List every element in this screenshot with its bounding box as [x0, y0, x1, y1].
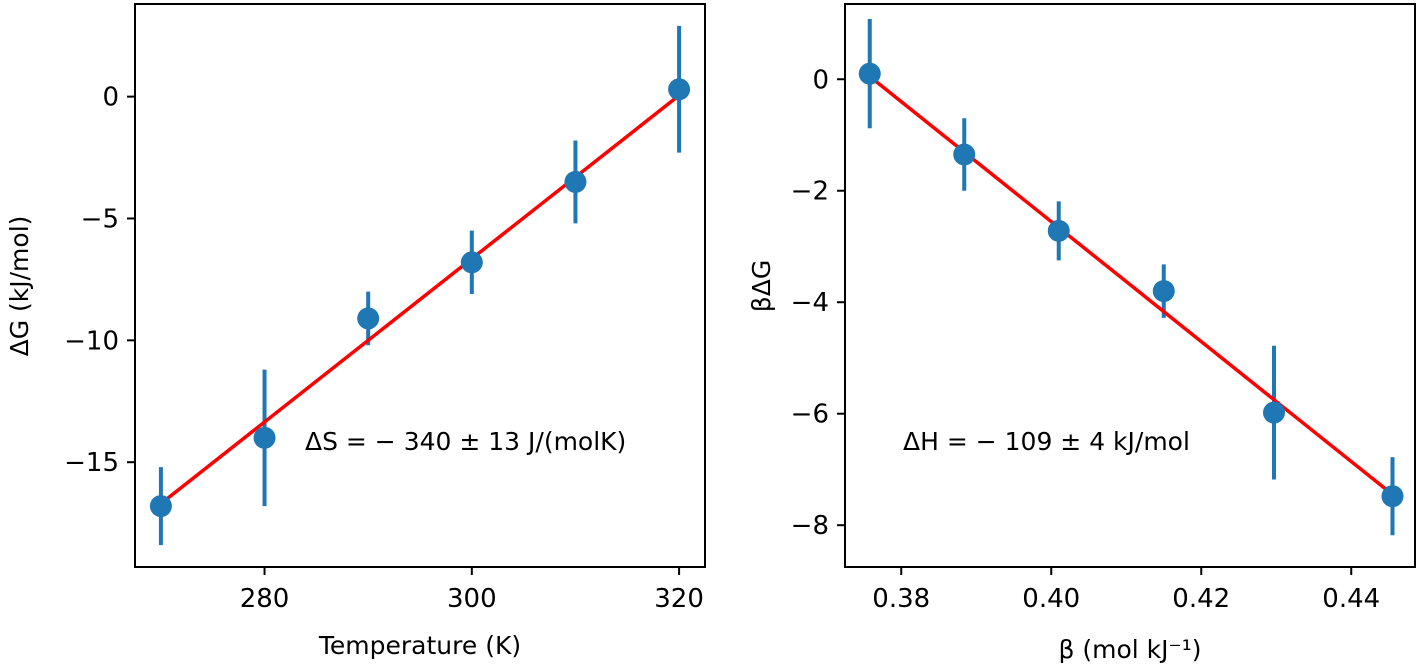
left-panel: 280 300 320 0 −5 −10 −15 ΔS = − 340 ± 13 J/(mo…: [5, 3, 706, 660]
right-data-point: [1263, 401, 1285, 424]
right-x-tick-label: 0.42: [1172, 584, 1230, 614]
left-data-point: [564, 170, 587, 193]
right-annotation-enthalpy: ΔH = − 109 ± 4 kJ/mol: [903, 427, 1190, 456]
left-data-point: [149, 495, 172, 518]
left-axes-frame: [134, 3, 706, 568]
right-x-tick-label: 0.38: [872, 584, 930, 614]
right-plot-marks: [858, 19, 1404, 536]
left-data-point: [668, 78, 691, 101]
left-x-axis-label: Temperature (K): [318, 631, 521, 660]
right-x-tick-label: 0.44: [1322, 584, 1380, 614]
left-y-tick-label: 0: [102, 83, 119, 113]
right-y-tick-label: −6: [791, 400, 829, 430]
right-data-point: [1152, 280, 1175, 303]
right-panel: 0.38 0.40 0.42 0.44 0 −2 −4 −6 −8 ΔH = − 109 ± 4…: [747, 3, 1416, 664]
right-data-point: [953, 143, 976, 166]
right-fit-line: [868, 75, 1394, 496]
left-data-point: [357, 307, 380, 330]
right-y-tick-label: −2: [791, 177, 829, 207]
right-axes-frame: [844, 3, 1416, 568]
right-y-tick-label: −8: [791, 511, 829, 541]
left-ticks: 280 300 320 0 −5 −10 −15: [64, 83, 704, 614]
left-data-point: [253, 426, 276, 449]
right-y-axis-label: βΔG: [747, 260, 776, 312]
right-data-point: [1047, 219, 1070, 242]
right-data-point: [1381, 485, 1404, 508]
right-y-tick-label: 0: [812, 65, 829, 95]
left-data-point: [460, 251, 483, 274]
left-y-axis-label: ΔG (kJ/mol): [5, 216, 34, 357]
left-x-tick-label: 300: [447, 584, 497, 614]
left-x-tick-label: 320: [654, 584, 704, 614]
left-y-tick-label: −15: [64, 448, 119, 478]
left-y-tick-label: −5: [81, 204, 119, 234]
right-ticks: 0.38 0.40 0.42 0.44 0 −2 −4 −6 −8: [791, 65, 1381, 614]
right-data-point: [858, 62, 881, 85]
left-y-tick-label: −10: [64, 326, 119, 356]
left-x-tick-label: 280: [240, 584, 290, 614]
left-annotation-entropy: ΔS = − 340 ± 13 J/(molK): [305, 427, 626, 456]
left-fit-line: [159, 94, 681, 506]
right-x-tick-label: 0.40: [1022, 584, 1080, 614]
left-plot-marks: [149, 25, 691, 546]
right-x-axis-label: β (mol kJ⁻¹): [1058, 635, 1201, 664]
right-y-tick-label: −4: [791, 288, 829, 318]
